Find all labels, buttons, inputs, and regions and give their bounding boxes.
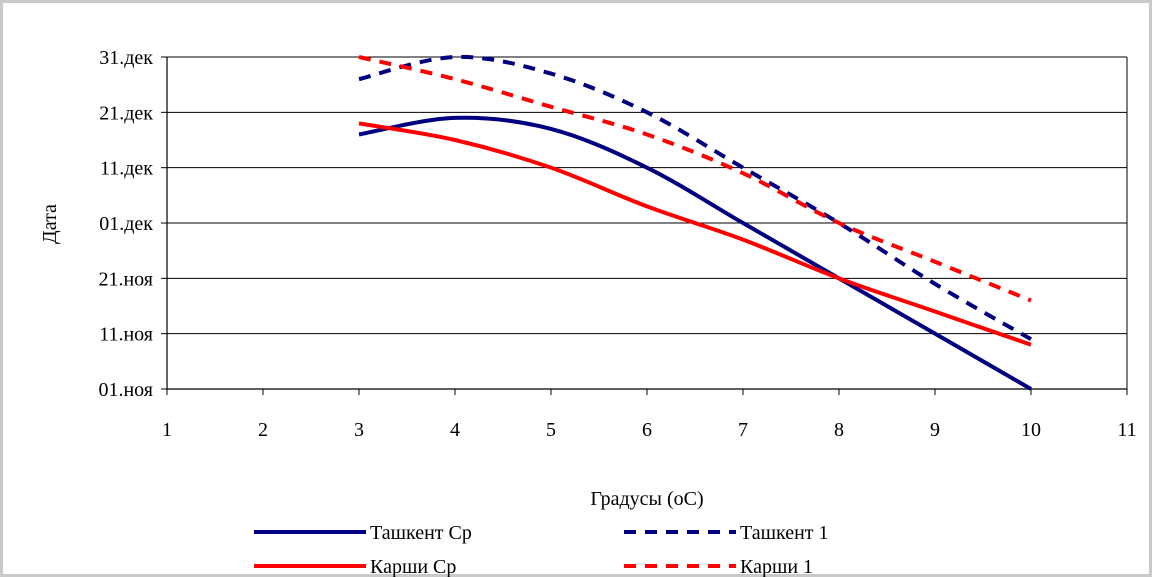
x-tick-label: 1	[162, 419, 172, 441]
x-tick-label: 3	[354, 419, 364, 441]
gridlines	[167, 56, 1127, 390]
x-tick-label: 11	[1117, 419, 1136, 441]
x-tick-label: 5	[546, 419, 556, 441]
series-line-карши-ср	[358, 121, 1032, 347]
legend-label-карши-ср: Карши Ср	[370, 556, 456, 577]
series-line-ташкент-1	[358, 54, 1032, 341]
axes	[161, 56, 1128, 395]
y-tick-label: 31.дек	[99, 47, 153, 69]
x-tick-label: 8	[834, 419, 844, 441]
x-tick-label: 10	[1021, 419, 1041, 441]
y-tick-label: 11.ноя	[99, 324, 153, 346]
y-tick-label: 21.ноя	[98, 268, 153, 290]
y-tick-label: 21.дек	[99, 102, 153, 124]
y-tick-label: 01.ноя	[98, 379, 153, 401]
y-tick-label: 11.дек	[100, 158, 153, 180]
x-tick-label: 9	[930, 419, 940, 441]
series-lines	[358, 54, 1032, 391]
legend-label-карши-1: Карши 1	[740, 556, 813, 577]
x-tick-label: 2	[258, 419, 268, 441]
legend-label-ташкент-ср: Ташкент Ср	[370, 522, 472, 544]
y-axis-label: Дата	[39, 204, 61, 244]
legend-label-ташкент-1: Ташкент 1	[740, 522, 829, 544]
legend: Ташкент Ср Ташкент 1 Карши Ср Карши 1	[254, 522, 829, 577]
x-axis-label: Градусы (оС)	[590, 488, 703, 510]
x-tick-label: 7	[738, 419, 748, 441]
series-line-карши-1	[358, 55, 1032, 303]
tick-labels: 01.ноя 11.ноя 21.ноя 01.дек 11.дек 21.дек 31.д…	[98, 47, 1136, 441]
series-line-ташкент-ср	[358, 115, 1032, 391]
x-tick-label: 6	[642, 419, 652, 441]
y-tick-label: 01.дек	[99, 213, 153, 235]
x-tick-label: 4	[450, 419, 460, 441]
